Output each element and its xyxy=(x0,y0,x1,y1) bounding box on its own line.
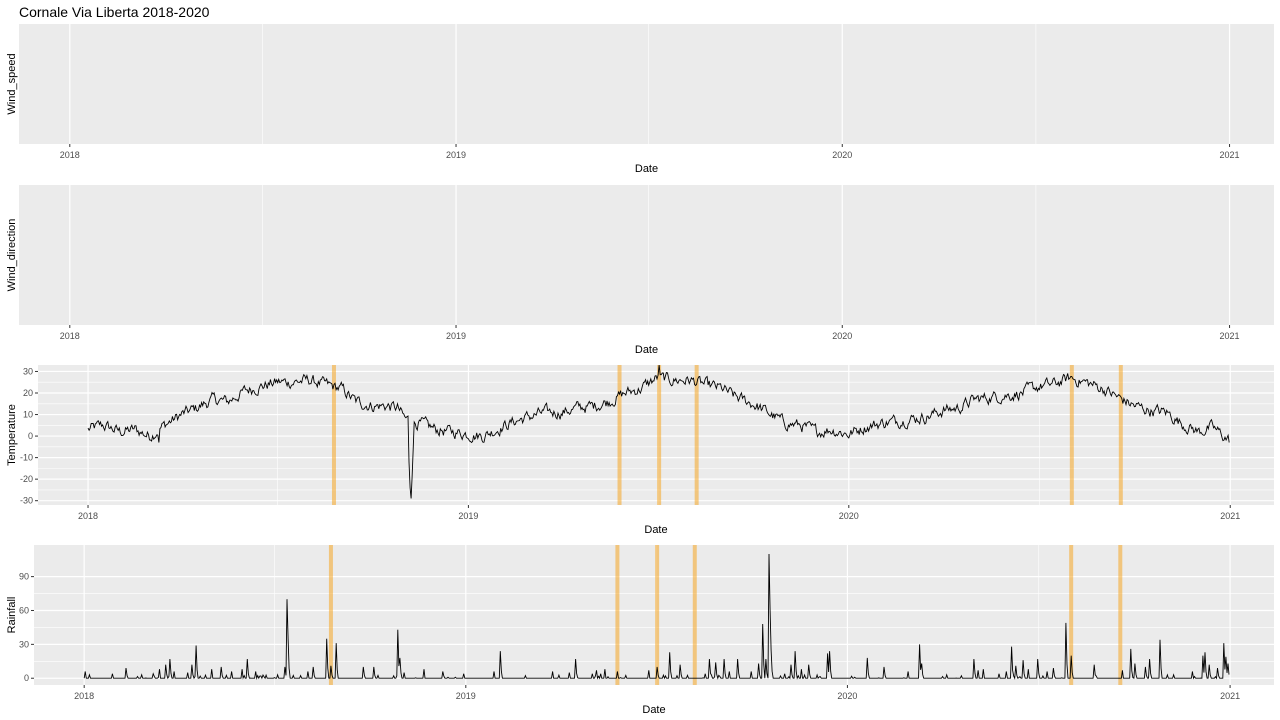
x-tick-label: 2018 xyxy=(74,691,94,701)
page-title: Cornale Via Liberta 2018-2020 xyxy=(19,4,210,20)
wind-direction-chart: 2018 2019 2020 2021 Date Wind_direction xyxy=(6,185,1274,356)
rainfall-line xyxy=(83,553,1230,680)
highlight-band xyxy=(328,545,333,685)
wind-speed-panel: 2018 2019 2020 2021 Date Wind_speed xyxy=(0,24,1280,184)
x-tick-label: 2021 xyxy=(1220,691,1240,701)
rainfall-panel: 2018 2019 2020 2021 90 60 30 0 Date Rainfall xyxy=(0,545,1280,720)
x-tick-label: 2020 xyxy=(832,150,852,160)
wind-direction-panel: 2018 2019 2020 2021 Date Wind_direction xyxy=(0,185,1280,364)
panel-background xyxy=(19,24,1274,144)
y-tick-label: -20 xyxy=(20,474,33,484)
y-tick-label: 20 xyxy=(23,388,33,398)
panel-background xyxy=(19,185,1274,325)
temperature-line xyxy=(87,365,1230,499)
x-tick-label: 2020 xyxy=(837,691,857,701)
rainfall-chart: 2018 2019 2020 2021 90 60 30 0 Date Rainfall xyxy=(6,545,1274,716)
x-axis-title: Date xyxy=(635,344,658,356)
x-axis-title: Date xyxy=(635,163,658,175)
highlight-band xyxy=(1118,545,1123,685)
x-tick-label: 2020 xyxy=(839,511,859,521)
x-tick-label: 2018 xyxy=(78,511,98,521)
x-tick-label: 2019 xyxy=(456,691,476,701)
y-tick-label: 10 xyxy=(23,410,33,420)
y-tick-label: 0 xyxy=(28,431,33,441)
highlight-band xyxy=(617,365,622,505)
y-tick-label: 90 xyxy=(19,572,29,582)
x-axis-title: Date xyxy=(644,524,667,536)
highlight-band xyxy=(331,365,336,505)
y-axis-title: Wind_direction xyxy=(6,219,18,292)
x-tick-label: 2021 xyxy=(1220,331,1240,341)
temperature-panel: 2018 2019 2020 2021 30 20 10 0 -10 -20 -30 Date Temp… xyxy=(0,365,1280,539)
highlight-band xyxy=(1069,365,1074,505)
x-tick-label: 2018 xyxy=(60,150,80,160)
highlight-band xyxy=(657,365,662,505)
y-axis-title: Wind_speed xyxy=(6,53,18,114)
x-tick-label: 2019 xyxy=(446,331,466,341)
y-axis-title: Rainfall xyxy=(6,597,18,634)
y-tick-label: 0 xyxy=(24,673,29,683)
x-tick-label: 2021 xyxy=(1220,150,1240,160)
highlight-band xyxy=(692,545,697,685)
x-axis-title: Date xyxy=(642,704,665,716)
y-tick-label: -10 xyxy=(20,453,33,463)
wind-speed-chart: 2018 2019 2020 2021 Date Wind_speed xyxy=(6,24,1274,175)
highlight-band xyxy=(1118,365,1123,505)
highlight-band xyxy=(1069,545,1074,685)
highlight-band xyxy=(655,545,660,685)
y-tick-label: 60 xyxy=(19,605,29,615)
x-tick-label: 2020 xyxy=(832,331,852,341)
y-tick-label: 30 xyxy=(19,639,29,649)
highlight-band xyxy=(615,545,620,685)
x-tick-label: 2021 xyxy=(1220,511,1240,521)
y-tick-label: 30 xyxy=(23,366,33,376)
x-tick-label: 2019 xyxy=(446,150,466,160)
x-tick-label: 2018 xyxy=(60,331,80,341)
y-tick-label: -30 xyxy=(20,496,33,506)
highlight-band xyxy=(694,365,699,505)
panel-background xyxy=(38,365,1274,505)
temperature-chart: 2018 2019 2020 2021 30 20 10 0 -10 -20 -30 Date Temp… xyxy=(6,365,1274,536)
x-tick-label: 2019 xyxy=(458,511,478,521)
y-axis-title: Temperature xyxy=(6,404,18,466)
panel-background xyxy=(34,545,1274,685)
